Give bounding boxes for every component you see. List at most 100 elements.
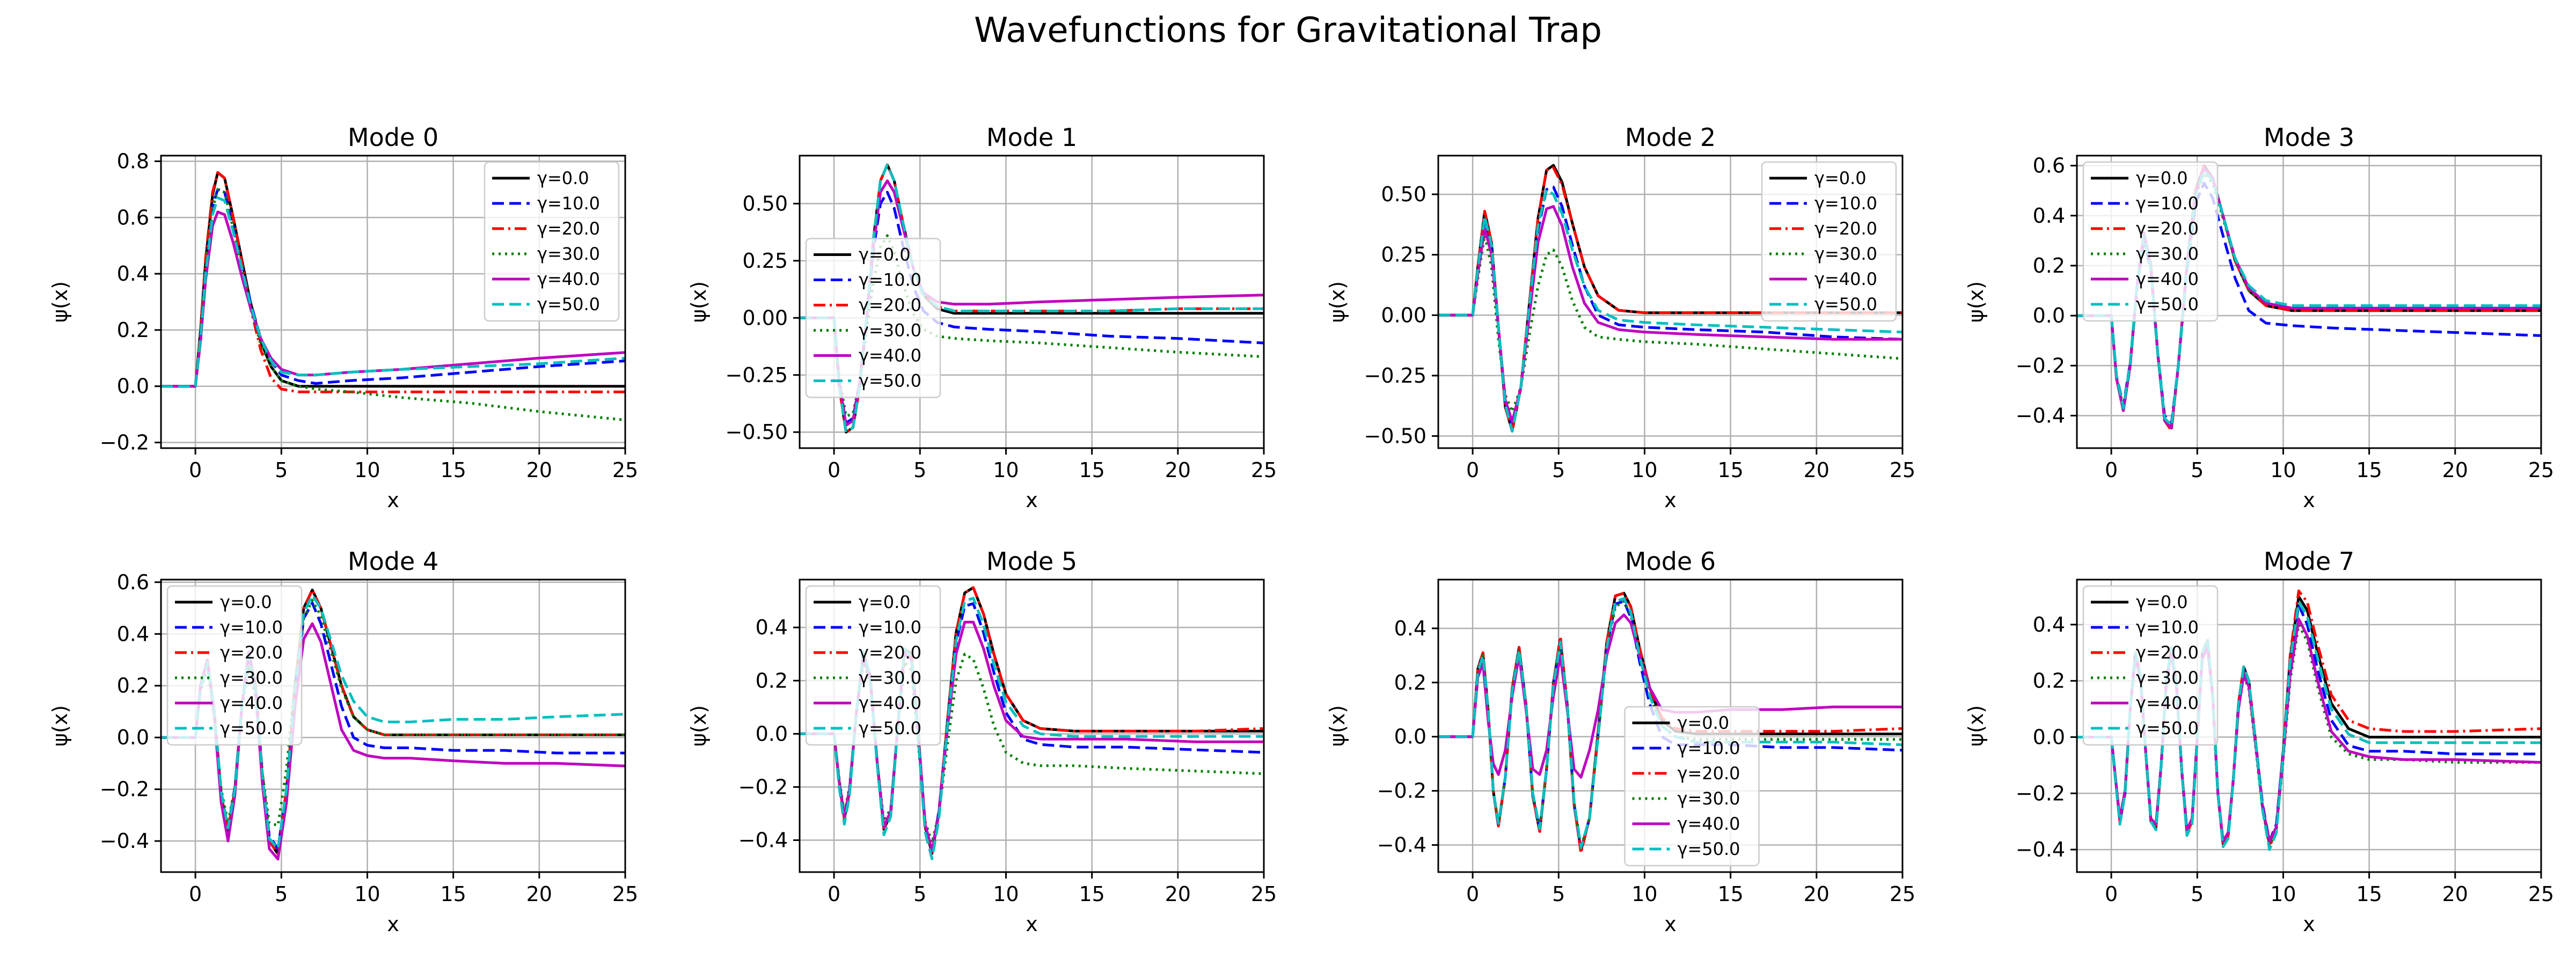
legend-label: γ=10.0: [1814, 193, 1877, 214]
subplot-mode-4: 0 5 10 15 20 25 −0.4 −0.2 0.0 0.2 0.4 0.6 Mode 4 x ψ(x…: [48, 547, 638, 936]
series-line: [1438, 186, 1902, 428]
x-tick-label: 0: [2105, 458, 2118, 482]
y-tick-label: 0.2: [117, 674, 149, 698]
y-tick-label: 0.6: [117, 206, 149, 229]
x-tick-label: 0: [828, 458, 840, 482]
x-tick-label: 5: [275, 458, 288, 482]
x-tick-label: 10: [2270, 882, 2296, 906]
legend-label: γ=30.0: [859, 320, 921, 341]
y-tick-label: −0.4: [2016, 404, 2065, 427]
x-tick-label: 20: [1804, 882, 1829, 906]
subplot-title: Mode 0: [348, 123, 438, 152]
axes-frame: [2076, 155, 2542, 449]
axes-frame: [799, 155, 1265, 449]
x-tick-label: 10: [354, 458, 380, 482]
legend-label: γ=50.0: [2136, 718, 2199, 738]
axes-frame: [799, 579, 1265, 873]
legend-label: γ=40.0: [859, 693, 921, 713]
y-tick-label: 0.4: [117, 262, 149, 286]
series-line: [1438, 188, 1902, 433]
x-tick-label: 10: [354, 882, 380, 906]
x-tick-label: 0: [2105, 882, 2118, 906]
y-tick-label: 0.4: [2033, 204, 2065, 228]
y-tick-label: −0.2: [2016, 354, 2065, 377]
x-tick-label: 20: [1804, 458, 1829, 482]
x-tick-label: 0: [189, 458, 202, 482]
subplot-mode-3: 0 5 10 15 20 25 −0.4 −0.2 0.0 0.2 0.4 0.6 Mode 3 x ψ(x…: [1964, 123, 2554, 512]
series-line: [1438, 234, 1902, 413]
series-line: [161, 622, 625, 861]
x-tick-label: 5: [2191, 458, 2204, 482]
y-tick-label: −0.4: [100, 829, 149, 853]
y-tick-label: 0.25: [742, 249, 788, 273]
subplot-title: Mode 6: [1625, 547, 1716, 576]
legend-label: γ=30.0: [1678, 788, 1740, 809]
y-tick-label: 0.0: [117, 726, 149, 749]
legend-label: γ=50.0: [537, 294, 600, 314]
series-line: [1438, 205, 1902, 423]
axes-frame: [160, 155, 626, 449]
x-tick-label: 20: [1165, 882, 1191, 906]
y-axis-label: ψ(x): [48, 705, 72, 747]
y-axis-label: ψ(x): [687, 281, 711, 323]
legend-box: [805, 238, 941, 398]
legend-label: γ=40.0: [859, 346, 921, 366]
x-tick-label: 15: [1079, 458, 1104, 482]
y-tick-label: −0.4: [2016, 838, 2065, 861]
subplot-title: Mode 3: [2264, 123, 2354, 152]
y-tick-label: −0.25: [1364, 364, 1426, 387]
legend-label: γ=40.0: [2136, 693, 2199, 713]
subplot-mode-0: 0 5 10 15 20 25 −0.2 0.0 0.2 0.4 0.6 0.8 Mode 0 x ψ(x)…: [48, 123, 638, 512]
axes-frame: [1437, 579, 1904, 873]
y-tick-label: 0.2: [1394, 671, 1426, 694]
x-tick-label: 10: [1631, 882, 1657, 906]
x-tick-label: 25: [1251, 458, 1277, 482]
legend-label: γ=0.0: [220, 592, 272, 612]
axes-frame: [2076, 579, 2542, 873]
subplot-mode-6: 0 5 10 15 20 25 −0.4 −0.2 0.0 0.2 0.4 Mode 6 x ψ(x) γ=…: [1326, 547, 1915, 936]
legend-label: γ=10.0: [537, 193, 600, 214]
legend: γ=0.0 γ=10.0 γ=20.0 γ=30.0 γ=40.0 γ=50.0: [805, 585, 941, 746]
legend-label: γ=0.0: [1814, 168, 1867, 188]
y-tick-label: 0.2: [2033, 254, 2065, 277]
x-tick-label: 0: [828, 882, 840, 906]
legend-box: [166, 585, 303, 746]
legend-box: [1624, 706, 1760, 867]
legend-label: γ=0.0: [2136, 592, 2188, 612]
x-axis-label: x: [2303, 488, 2315, 512]
legend-box: [805, 585, 941, 746]
x-tick-label: 25: [2528, 882, 2554, 906]
x-tick-label: 0: [1466, 458, 1479, 482]
legend-label: γ=30.0: [2136, 668, 2199, 688]
y-tick-label: −0.2: [2016, 781, 2065, 805]
y-tick-label: 0.0: [2033, 304, 2065, 327]
y-tick-label: −0.2: [1377, 779, 1426, 803]
subplot-mode-2: 0 5 10 15 20 25 −0.50 −0.25 0.00 0.25 0.50 Mode 2 x ψ…: [1326, 123, 1915, 512]
y-tick-label: 0.4: [117, 622, 149, 646]
x-tick-label: 5: [913, 882, 926, 906]
series-line: [800, 597, 1264, 860]
legend-label: γ=10.0: [220, 617, 283, 638]
y-tick-label: 0.2: [117, 318, 149, 342]
legend: γ=0.0 γ=10.0 γ=20.0 γ=30.0 γ=40.0 γ=50.0: [1761, 161, 1897, 322]
y-axis-label: ψ(x): [1964, 281, 1988, 323]
x-tick-label: 25: [612, 458, 638, 482]
y-axis-label: ψ(x): [1326, 281, 1349, 323]
legend-label: γ=10.0: [859, 270, 921, 290]
legend-label: γ=30.0: [537, 244, 600, 264]
x-tick-label: 20: [1165, 458, 1191, 482]
legend-label: γ=30.0: [220, 668, 283, 688]
legend-label: γ=20.0: [1678, 763, 1740, 784]
legend: γ=0.0 γ=10.0 γ=20.0 γ=30.0 γ=40.0 γ=50.0: [1624, 706, 1760, 867]
x-tick-label: 25: [1251, 882, 1277, 906]
legend: γ=0.0 γ=10.0 γ=20.0 γ=30.0 γ=40.0 γ=50.0: [484, 161, 620, 322]
x-tick-label: 5: [913, 458, 926, 482]
subplot-title: Mode 7: [2264, 547, 2354, 576]
legend: γ=0.0 γ=10.0 γ=20.0 γ=30.0 γ=40.0 γ=50.0: [166, 585, 303, 746]
legend-box: [1761, 161, 1897, 322]
x-tick-label: 10: [993, 458, 1019, 482]
x-axis-label: x: [387, 912, 399, 936]
figure-suptitle: Wavefunctions for Gravitational Trap: [974, 11, 1602, 50]
x-tick-label: 25: [612, 882, 638, 906]
y-axis-label: ψ(x): [1964, 705, 1988, 747]
